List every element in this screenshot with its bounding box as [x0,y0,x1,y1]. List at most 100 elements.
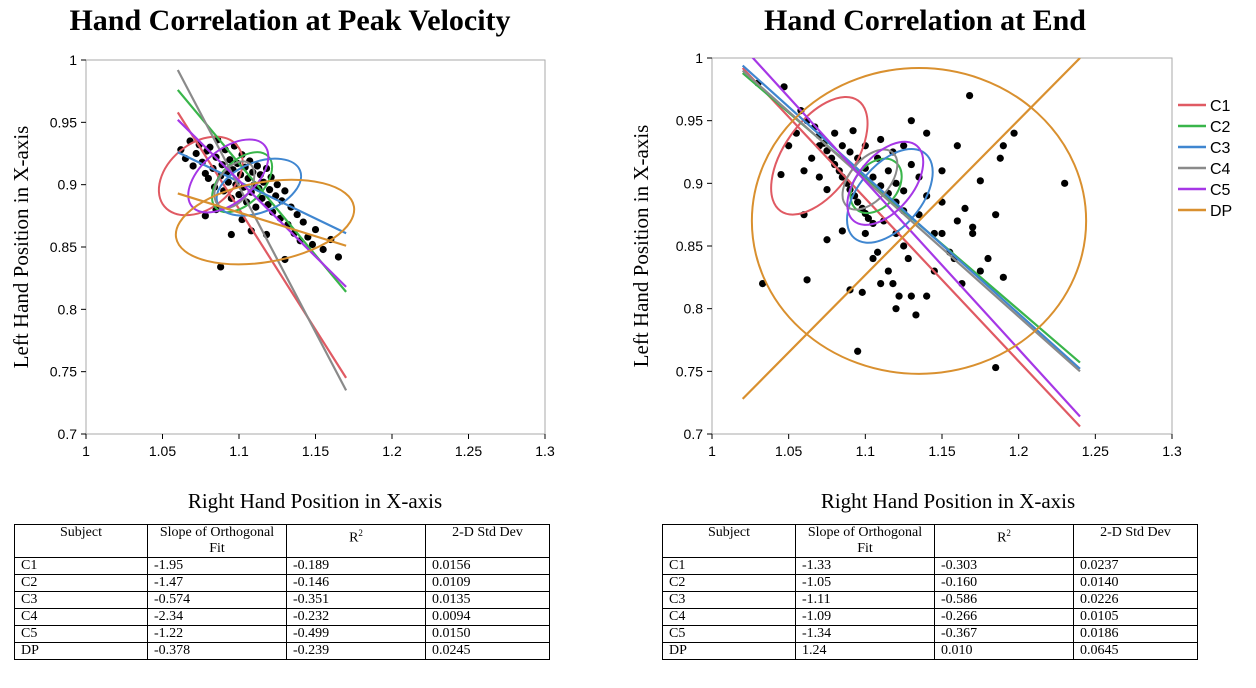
ellipse-c5 [187,138,270,214]
scatter-point [189,162,197,170]
y-tick-label: 0.7 [58,426,78,442]
y-tick-label: 0.8 [58,301,78,317]
scatter-point [976,267,984,275]
cell-r2: -0.367 [934,625,1074,643]
scatter-point [217,263,225,271]
cell-std-dev: 0.0186 [1073,625,1198,643]
cell-r2: 0.010 [934,642,1074,660]
scatter-point [907,160,915,169]
scatter-point [999,142,1007,150]
legend-label: C5 [1210,182,1231,199]
plot-area [741,58,1088,428]
peak-velocity-chart: Hand Correlation at Peak Velocity Right H… [9,4,555,513]
y-tick-label: 0.7 [684,426,704,442]
cell-subject: C2 [14,574,148,592]
legend-label: C4 [1210,161,1231,178]
scatter-point [923,129,931,137]
cell-slope: -1.33 [795,557,935,575]
legend-label: C2 [1210,119,1231,136]
scatter-point [923,292,931,300]
peak-velocity-table: Subject Slope of Orthogonal Fit R2 2-D S… [14,524,550,660]
scatter-point [969,223,977,231]
scatter-point [892,305,900,313]
x-tick-label: 1.1 [229,443,249,459]
scatter-point [311,225,320,234]
scatter-point [227,230,235,239]
scatter-point [854,198,862,206]
scatter-point [831,129,839,137]
scatter-point [281,187,289,195]
cell-slope: -1.95 [147,557,287,575]
fit-line-c3 [177,151,347,235]
header-subject: Subject [14,524,148,558]
scatter-point [785,142,793,150]
table-row: C2 -1.47 -0.146 0.0109 [14,574,550,592]
table-header-row: Subject Slope of Orthogonal Fit R2 2-D S… [14,524,550,558]
header-slope: Slope of Orthogonal Fit [795,524,935,558]
scatter-point [884,167,892,175]
ellipse-c3 [846,148,934,244]
cell-std-dev: 0.0109 [425,574,550,592]
cell-slope: -1.11 [795,591,935,609]
y-tick-label: 0.95 [676,113,703,129]
fit-line-c1 [741,67,1081,428]
scatter-point [803,276,811,284]
scatter-point [900,142,908,150]
cell-subject: C5 [14,625,148,643]
scatter-point [869,254,877,263]
cell-r2: -0.146 [286,574,426,592]
scatter-point [1010,129,1018,137]
cell-slope: -0.574 [147,591,287,609]
y-tick-label: 1 [69,52,77,68]
y-axis-label: Left Hand Position in X-axis [629,125,653,368]
scatter-point [895,292,903,300]
scatter-point [815,173,823,181]
x-tick-label: 1.05 [775,443,802,459]
x-tick-label: 1.05 [149,443,176,459]
end-panel: Hand Correlation at End Right Hand Positi… [628,0,1256,688]
x-tick-label: 1.25 [1082,443,1109,459]
ellipse-c5 [846,140,925,226]
cell-subject: C2 [662,574,796,592]
cell-slope: -0.378 [147,642,287,660]
x-tick-label: 1.1 [856,443,876,459]
legend-label: C1 [1210,98,1231,115]
scatter-point [299,218,307,226]
peak-velocity-panel: Hand Correlation at Peak Velocity Right H… [0,0,600,688]
cell-subject: C1 [662,557,796,575]
header-r2: R2 [934,524,1074,558]
table-row: C1 -1.95 -0.189 0.0156 [14,557,550,575]
scatter-point [253,162,261,170]
end-chart: Hand Correlation at End Right Hand Positi… [629,4,1232,513]
cell-std-dev: 0.0094 [425,608,550,626]
scatter-point [992,363,1000,372]
table-row: DP 1.24 0.010 0.0645 [662,642,1198,660]
header-subject: Subject [662,524,796,558]
fit-line-c4 [741,69,1081,373]
y-axis-label: Left Hand Position in X-axis [9,126,33,369]
scatter-point [1061,179,1069,187]
y-tick-label: 0.9 [684,175,704,191]
cell-r2: -0.189 [286,557,426,575]
x-tick-label: 1 [708,443,716,459]
scatter-point [319,245,327,254]
scatter-point [800,167,808,175]
y-tick-label: 0.85 [50,239,77,255]
cell-slope: -1.05 [795,574,935,592]
scatter-point [953,217,961,225]
end-table: Subject Slope of Orthogonal Fit R2 2-D S… [662,524,1198,660]
table-row: C4 -2.34 -0.232 0.0094 [14,608,550,626]
scatter-point [293,210,301,219]
cell-std-dev: 0.0150 [425,625,550,643]
scatter-point [999,273,1007,281]
cell-slope: -1.47 [147,574,287,592]
scatter-point [252,203,260,211]
scatter-point [984,254,992,263]
cell-slope: 1.24 [795,642,935,660]
cell-slope: -2.34 [147,608,287,626]
cell-std-dev: 0.0156 [425,557,550,575]
cell-subject: C4 [662,608,796,626]
fit-line-dp [741,58,1081,400]
table-header-row: Subject Slope of Orthogonal Fit R2 2-D S… [662,524,1198,558]
scatter-point [877,280,885,288]
